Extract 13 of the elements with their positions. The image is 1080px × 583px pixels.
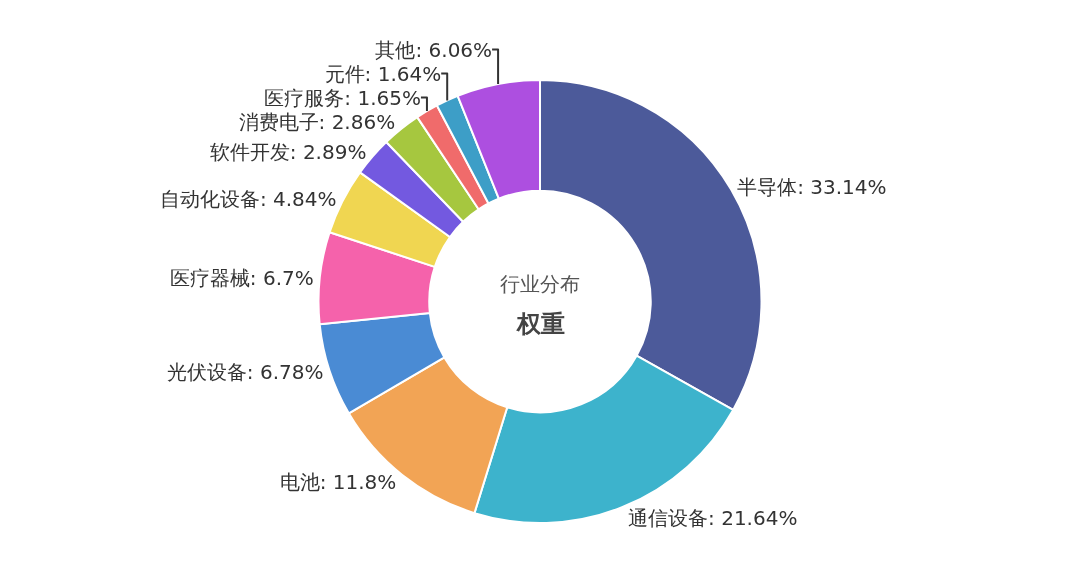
slice-label: 医疗器械: 6.7% — [169, 265, 314, 290]
text: 权重 — [516, 310, 565, 338]
slice-label: 光伏设备: 6.78% — [166, 359, 324, 384]
slice-label: 消费电子: 2.86% — [238, 109, 396, 134]
slice-label: 医疗服务: 1.65% — [264, 85, 421, 110]
slice-label: 元件: 1.64% — [324, 61, 442, 86]
slice-label: 通信设备: 21.64% — [628, 505, 798, 530]
slice-label: 半导体: 33.14% — [737, 174, 887, 199]
slice-label: 软件开发: 2.89% — [209, 139, 367, 164]
slice-label: 自动化设备: 4.84% — [159, 186, 337, 211]
slice-label: 其他: 6.06% — [375, 37, 493, 62]
slice-label: 电池: 11.8% — [279, 470, 397, 495]
text: 行业分布 — [500, 272, 580, 296]
